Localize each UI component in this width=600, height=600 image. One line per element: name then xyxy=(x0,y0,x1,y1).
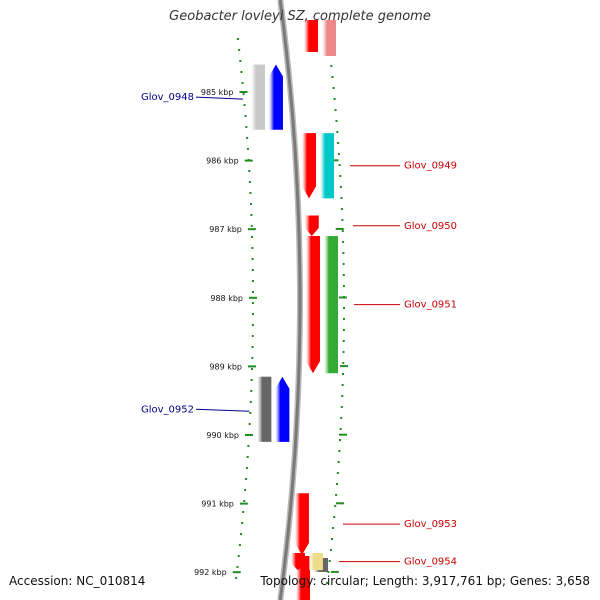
gene-cds-block xyxy=(323,236,338,374)
scale-tick-label: 987 kbp xyxy=(209,225,242,234)
edge-feature-top-2 xyxy=(322,20,336,56)
edge-feature-top xyxy=(304,20,318,52)
gene-feature-arrow xyxy=(302,133,317,199)
gene-cds-block xyxy=(308,552,323,571)
gene-feature-arrow xyxy=(294,493,309,556)
gene-label: Glov_0954 xyxy=(404,557,457,568)
scale-tick-label: 988 kbp xyxy=(210,294,243,303)
gene-label: Glov_0951 xyxy=(404,300,457,311)
scale-tick-label: 990 kbp xyxy=(206,431,239,440)
gene-cds-block xyxy=(320,133,335,199)
gene-label-leader xyxy=(195,96,243,100)
gene-feature-arrow xyxy=(305,236,320,374)
scale-tick-label: 986 kbp xyxy=(206,157,239,166)
accession-text: Accession: NC_010814 xyxy=(9,574,146,588)
gene-label: Glov_0953 xyxy=(404,519,457,530)
gene-label: Glov_0949 xyxy=(404,161,457,172)
scale-tick-label: 989 kbp xyxy=(209,362,242,371)
gene-feature-block xyxy=(250,64,265,130)
gene-label-leader xyxy=(195,408,250,412)
gene-label: Glov_0950 xyxy=(404,221,457,232)
gene-cds-arrow xyxy=(275,376,290,442)
gene-feature-arrow xyxy=(290,552,305,571)
genome-summary-text: Topology: circular; Length: 3,917,761 bp… xyxy=(260,574,590,588)
gene-cds-arrow xyxy=(268,64,283,130)
gene-feature-arrow xyxy=(304,215,319,237)
gene-feature-block xyxy=(257,376,272,442)
genome-backbone xyxy=(278,0,302,600)
gene-label: Glov_0948 xyxy=(141,92,194,103)
scale-tick-label: 985 kbp xyxy=(201,88,234,97)
map-title: Geobacter lovleyi SZ, complete genome xyxy=(169,9,431,24)
scale-tick-label: 991 kbp xyxy=(201,500,234,509)
scale-tick-label: 992 kbp xyxy=(194,568,227,577)
gene-label: Glov_0952 xyxy=(141,404,194,415)
